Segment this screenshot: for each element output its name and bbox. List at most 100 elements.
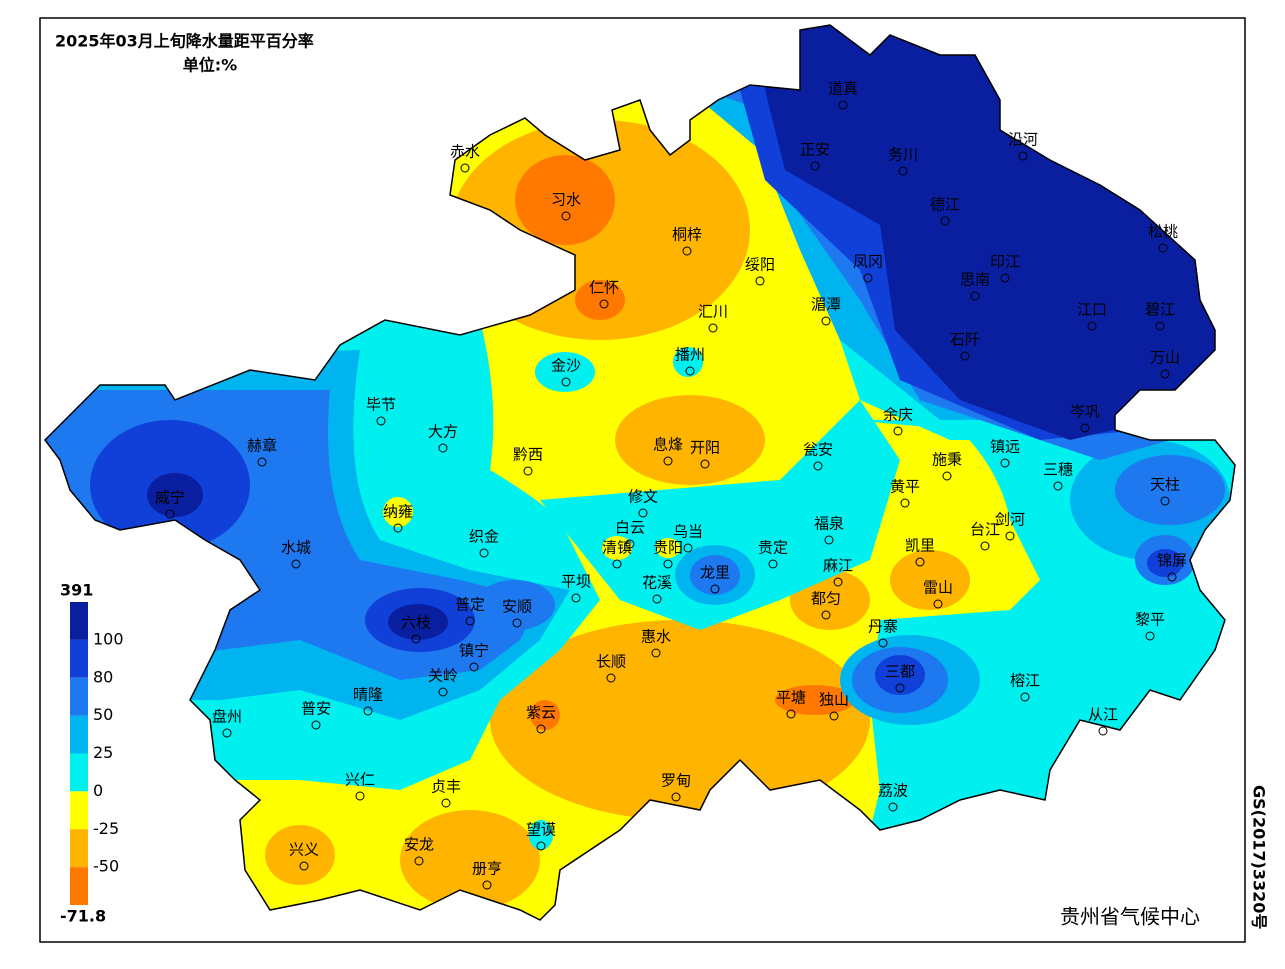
station-label: 普定 <box>455 596 485 614</box>
station-label: 锦屏 <box>1157 552 1187 570</box>
legend-swatch <box>70 715 88 754</box>
station-label: 瓮安 <box>803 441 833 459</box>
station-label: 开阳 <box>690 439 720 457</box>
station-dot <box>710 584 720 594</box>
legend-swatch <box>70 639 88 678</box>
station-dot <box>1018 151 1028 161</box>
legend-label: 80 <box>93 667 113 686</box>
station-dot <box>536 724 546 734</box>
station-dot <box>222 728 232 738</box>
station-dot <box>682 246 692 256</box>
footer: 贵州省气候中心 <box>1060 905 1200 929</box>
station-dot <box>1000 458 1010 468</box>
station-label: 德江 <box>930 196 960 214</box>
approval-number: GS(2017)3320号 <box>1250 785 1269 929</box>
station-dot <box>411 634 421 644</box>
station-dot <box>291 559 301 569</box>
station-dot <box>561 211 571 221</box>
legend-label: 391 <box>60 581 93 600</box>
station-dot <box>469 662 479 672</box>
station-dot <box>863 273 873 283</box>
station-label: 剑河 <box>995 511 1025 529</box>
station-label: 息烽 <box>653 436 683 454</box>
station-dot <box>786 709 796 719</box>
legend: 391 100 80 50 25 0 -25 -50 -71.8 <box>60 581 124 926</box>
station-dot <box>980 541 990 551</box>
station-label: 白云 <box>615 519 645 537</box>
station-dot <box>1160 496 1170 506</box>
station-dot <box>438 687 448 697</box>
station-label: 石阡 <box>950 331 980 349</box>
station-dot <box>900 498 910 508</box>
station-label: 六枝 <box>401 614 431 632</box>
station-label: 盘州 <box>212 708 242 726</box>
station-dot <box>888 802 898 812</box>
station-dot <box>898 166 908 176</box>
station-label: 毕节 <box>366 396 396 414</box>
legend-label: 25 <box>93 743 113 762</box>
station-dot <box>878 638 888 648</box>
station-label: 黎平 <box>1135 611 1165 629</box>
station-dot <box>940 216 950 226</box>
station-label: 湄潭 <box>811 296 841 314</box>
station-label: 务川 <box>888 146 918 164</box>
station-label: 天柱 <box>1150 476 1180 494</box>
station-label: 道真 <box>828 80 858 98</box>
station-label: 清镇 <box>602 539 632 557</box>
station-label: 沿河 <box>1008 131 1038 149</box>
station-dot <box>821 316 831 326</box>
station-dot <box>536 841 546 851</box>
station-label: 黄平 <box>890 478 920 496</box>
station-label: 万山 <box>1150 349 1180 367</box>
station-label: 望谟 <box>526 821 556 839</box>
station-label: 黔西 <box>513 446 543 464</box>
station-label: 关岭 <box>428 667 458 685</box>
station-dot <box>1167 572 1177 582</box>
legend-swatch <box>70 677 88 716</box>
station-label: 罗甸 <box>661 772 691 790</box>
station-label: 平坝 <box>561 573 591 591</box>
station-label: 金沙 <box>551 357 581 375</box>
station-dot <box>683 543 693 553</box>
station-dot <box>523 466 533 476</box>
station-dot <box>479 548 489 558</box>
station-label: 榕江 <box>1010 672 1040 690</box>
station-label: 汇川 <box>698 303 728 321</box>
legend-swatch <box>70 829 88 868</box>
station-dot <box>970 291 980 301</box>
station-dot <box>838 100 848 110</box>
station-dot <box>561 377 571 387</box>
station-dot <box>813 461 823 471</box>
station-label: 思南 <box>960 271 990 289</box>
station-label: 正安 <box>800 141 830 159</box>
station-label: 绥阳 <box>745 256 775 274</box>
station-dot <box>895 683 905 693</box>
station-label: 安龙 <box>404 836 434 854</box>
station-dot <box>438 443 448 453</box>
station-dot <box>1000 273 1010 283</box>
legend-label: -71.8 <box>60 907 106 926</box>
station-dot <box>651 648 661 658</box>
station-dot <box>165 509 175 519</box>
station-dot <box>652 594 662 604</box>
legend-swatch <box>70 867 88 905</box>
station-label: 雷山 <box>923 579 953 597</box>
station-dot <box>311 720 321 730</box>
station-dot <box>441 798 451 808</box>
legend-label: 100 <box>93 629 124 648</box>
station-dot <box>893 426 903 436</box>
station-dot <box>612 559 622 569</box>
station-dot <box>933 599 943 609</box>
station-label: 修文 <box>628 488 658 506</box>
station-dot <box>829 711 839 721</box>
map-title: 2025年03月上旬降水量距平百分率 <box>55 32 314 51</box>
station-label: 兴仁 <box>345 771 375 789</box>
station-dot <box>606 673 616 683</box>
station-label: 三都 <box>885 663 915 681</box>
station-label: 赤水 <box>450 143 480 161</box>
legend-swatch <box>70 602 88 640</box>
station-label: 从江 <box>1088 706 1118 724</box>
station-label: 大方 <box>428 423 458 441</box>
station-dot <box>376 416 386 426</box>
